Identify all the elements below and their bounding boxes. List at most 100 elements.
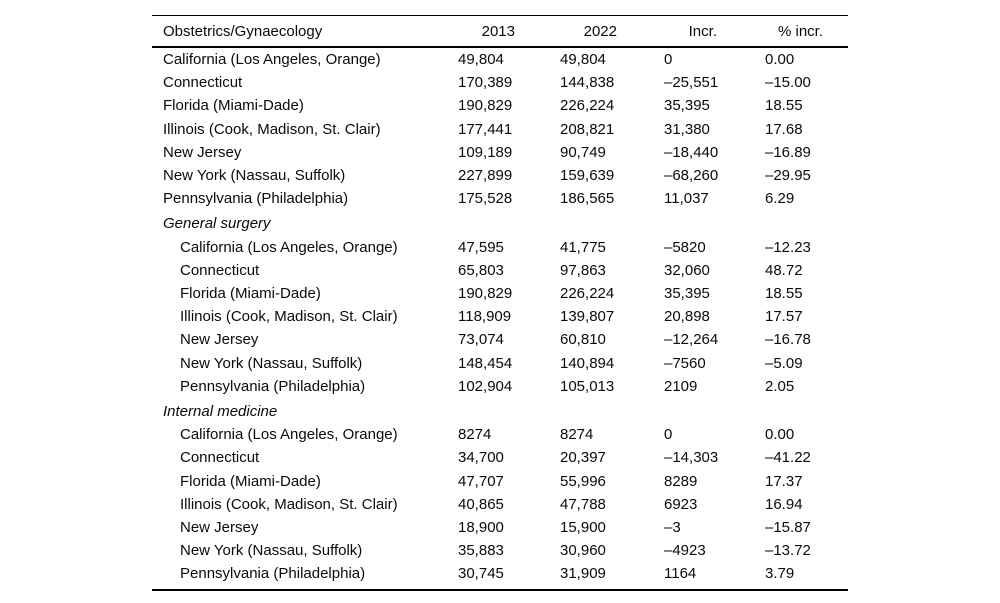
value-cell: –3 — [664, 519, 681, 537]
value-cell: –5.09 — [765, 354, 803, 372]
value-cell: 20,397 — [560, 449, 606, 467]
value-cell: 6923 — [664, 495, 698, 513]
value-cell: –15.87 — [765, 519, 811, 537]
value-cell: 60,810 — [560, 331, 606, 349]
value-cell: 190,829 — [458, 97, 513, 115]
value-cell: 30,745 — [458, 565, 504, 583]
value-cell: 2.05 — [765, 377, 795, 395]
value-cell: 227,899 — [458, 167, 513, 185]
row-label: Connecticut — [163, 74, 243, 92]
value-cell: 34,700 — [458, 449, 504, 467]
value-cell: 2109 — [664, 377, 698, 395]
column-header-pct-incr-label: % incr. — [777, 22, 823, 40]
value-cell: –16.78 — [765, 331, 811, 349]
row-label: New York (Nassau, Suffolk) — [163, 167, 346, 185]
specialty-caseload-table: Obstetrics/Gynaecology 2013 2022 Incr. %… — [152, 15, 848, 591]
value-cell: 190,829 — [458, 285, 513, 303]
value-cell: 175,528 — [458, 190, 513, 208]
value-cell: –18,440 — [664, 143, 719, 161]
value-cell: –14,303 — [664, 449, 719, 467]
table-row: Connecticut 34,700 20,397 –14,303 –41.22 — [152, 446, 848, 469]
value-cell: –4923 — [664, 542, 706, 560]
column-header-incr-label: Incr. — [688, 22, 717, 40]
value-cell: 226,224 — [560, 97, 615, 115]
value-cell: 186,565 — [560, 190, 615, 208]
value-cell: 8274 — [458, 426, 492, 444]
table-row: New York (Nassau, Suffolk) 148,454 140,894… — [152, 352, 848, 375]
value-cell: –68,260 — [664, 167, 719, 185]
value-cell: 11,037 — [664, 190, 709, 208]
value-cell: 159,639 — [560, 167, 615, 185]
row-label: New Jersey — [163, 143, 242, 161]
table-row: California (Los Angeles, Orange) 47,595 41… — [152, 236, 848, 259]
row-label: Illinois (Cook, Madison, St. Clair) — [180, 308, 398, 326]
column-header-2022-label: 2022 — [583, 22, 617, 40]
value-cell: 144,838 — [560, 74, 615, 92]
value-cell: –15.00 — [765, 74, 811, 92]
value-cell: –7560 — [664, 354, 706, 372]
value-cell: 226,224 — [560, 285, 615, 303]
column-header-2013-label: 2013 — [481, 22, 515, 40]
value-cell: –25,551 — [664, 74, 719, 92]
value-cell: 47,707 — [458, 472, 504, 490]
value-cell: 17.37 — [765, 472, 803, 490]
table-row: Florida (Miami-Dade) 190,829 226,224 35,395… — [152, 94, 848, 117]
value-cell: 139,807 — [560, 308, 615, 326]
row-label: New Jersey — [180, 331, 259, 349]
row-label: Connecticut — [180, 449, 260, 467]
value-cell: 20,898 — [664, 308, 710, 326]
value-cell: 105,013 — [560, 377, 615, 395]
value-cell: 177,441 — [458, 120, 513, 138]
value-cell: 1164 — [664, 565, 697, 583]
value-cell: 35,883 — [458, 542, 504, 560]
value-cell: –12,264 — [664, 331, 719, 349]
table-row: Connecticut 65,803 97,863 32,060 48.72 — [152, 259, 848, 282]
row-label: Pennsylvania (Philadelphia) — [180, 377, 366, 395]
column-header-pct-incr: % incr. — [765, 15, 848, 48]
value-cell: –13.72 — [765, 542, 811, 560]
table-body: California (Los Angeles, Orange) 49,804 49… — [152, 47, 848, 590]
value-cell: 16.94 — [765, 495, 803, 513]
value-cell: 0.00 — [765, 51, 795, 68]
value-cell: 35,395 — [664, 97, 710, 115]
row-label: Connecticut — [180, 261, 260, 279]
value-cell: 18.55 — [765, 97, 803, 115]
value-cell: 0.00 — [765, 426, 795, 444]
value-cell: 32,060 — [664, 261, 710, 279]
column-header-incr: Incr. — [664, 15, 765, 48]
table-row: California (Los Angeles, Orange) 8274 8274… — [152, 423, 848, 446]
table-row: New York (Nassau, Suffolk) 35,883 30,960 –4… — [152, 539, 848, 562]
value-cell: 17.57 — [765, 308, 803, 326]
value-cell: 40,865 — [458, 495, 504, 513]
value-cell: 0 — [664, 426, 673, 444]
table-row: Illinois (Cook, Madison, St. Clair) 40,86… — [152, 493, 848, 516]
value-cell: 41,775 — [560, 238, 606, 256]
row-label: Pennsylvania (Philadelphia) — [180, 565, 366, 583]
row-label: New York (Nassau, Suffolk) — [180, 542, 363, 560]
table-row: Florida (Miami-Dade) 190,829 226,224 35,395… — [152, 282, 848, 305]
row-label: Illinois (Cook, Madison, St. Clair) — [163, 120, 381, 138]
column-header-2013: 2013 — [458, 15, 560, 48]
table-row: Florida (Miami-Dade) 47,707 55,996 8289 17.3… — [152, 470, 848, 493]
table-row: Pennsylvania (Philadelphia) 30,745 31,909 1… — [152, 562, 848, 589]
section-heading: General surgery — [163, 215, 271, 233]
table-row: Illinois (Cook, Madison, St. Clair) 118,9… — [152, 305, 848, 328]
table-row: New York (Nassau, Suffolk) 227,899 159,639… — [152, 164, 848, 187]
value-cell: –29.95 — [765, 167, 811, 185]
value-cell: 6.29 — [765, 190, 795, 208]
column-header-2022: 2022 — [560, 15, 664, 48]
value-cell: 47,788 — [560, 495, 606, 513]
value-cell: 8274 — [560, 426, 594, 444]
value-cell: 90,749 — [560, 143, 606, 161]
row-label: Florida (Miami-Dade) — [163, 97, 304, 115]
value-cell: 65,803 — [458, 261, 504, 279]
row-label: New York (Nassau, Suffolk) — [180, 354, 363, 372]
value-cell: 18,900 — [458, 519, 504, 537]
value-cell: 97,863 — [560, 261, 606, 279]
value-cell: –16.89 — [765, 143, 811, 161]
row-label: California (Los Angeles, Orange) — [163, 51, 381, 68]
row-label: Florida (Miami-Dade) — [180, 285, 321, 303]
value-cell: 49,804 — [458, 51, 504, 68]
value-cell: –12.23 — [765, 238, 811, 256]
